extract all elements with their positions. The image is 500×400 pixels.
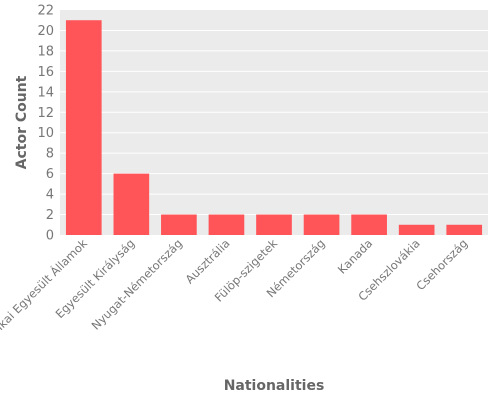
bars	[65, 20, 483, 236]
x-axis-title: Nationalities	[224, 378, 325, 394]
y-tick-label: 8	[46, 147, 54, 162]
y-tick-label: 6	[46, 167, 54, 182]
bar	[65, 20, 102, 236]
y-tick-label: 18	[37, 44, 54, 59]
bar	[113, 173, 150, 235]
bar	[351, 214, 387, 235]
y-tick-label: 12	[37, 106, 54, 121]
y-tick-labels: 0 2 4 6 8 10 12 14 16 18 20 22	[37, 4, 54, 244]
y-tick-label: 4	[46, 188, 54, 203]
x-tick-label: Ausztrália	[182, 236, 232, 286]
y-tick-label: 16	[37, 65, 54, 80]
x-tick-label: Csehország	[413, 236, 470, 293]
y-tick-label: 2	[46, 208, 54, 223]
bar	[161, 214, 197, 235]
y-tick-label: 22	[37, 4, 54, 19]
y-axis-title: Actor Count	[14, 75, 30, 169]
y-tick-label: 14	[37, 85, 54, 100]
y-tick-label: 0	[46, 229, 54, 244]
x-tick-label: Kanada	[335, 236, 375, 276]
y-tick-label: 10	[37, 126, 54, 141]
bar	[303, 214, 340, 235]
x-tick-label: Egyesült Királyság	[53, 236, 138, 321]
y-tick-label: 20	[37, 24, 54, 39]
bar	[208, 214, 245, 235]
bar	[256, 214, 292, 235]
bar	[398, 224, 435, 235]
x-tick-label: Nyugat-Németország	[89, 236, 185, 332]
bar	[446, 224, 483, 235]
